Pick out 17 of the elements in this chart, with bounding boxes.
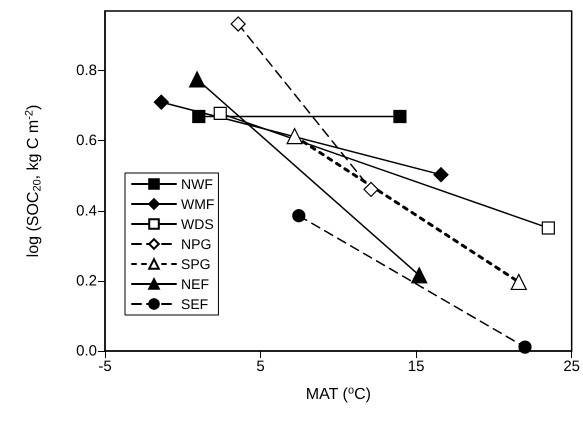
legend-label: SPG: [181, 256, 211, 272]
y-tick-label: 0.6: [76, 132, 97, 150]
y-tick-label: 0.2: [76, 272, 97, 290]
y-axis-title: log (SOC20, kg C m-2): [24, 104, 44, 258]
legend-label: NPG: [181, 236, 212, 252]
legend-label: WDS: [181, 216, 214, 232]
x-tick-label: -5: [98, 358, 112, 375]
x-tick-label: 5: [256, 358, 265, 375]
legend-label: SEF: [181, 296, 208, 312]
y-tick-label: 0.8: [76, 62, 97, 80]
legend-label: NEF: [181, 276, 209, 292]
y-tick-label: 0.0: [76, 342, 97, 360]
legend-label: WMF: [181, 196, 214, 212]
legend-label: NWF: [181, 176, 213, 192]
x-tick-label: 25: [563, 358, 580, 375]
x-tick-label: 15: [408, 358, 424, 375]
y-tick-label: 0.4: [76, 202, 97, 220]
